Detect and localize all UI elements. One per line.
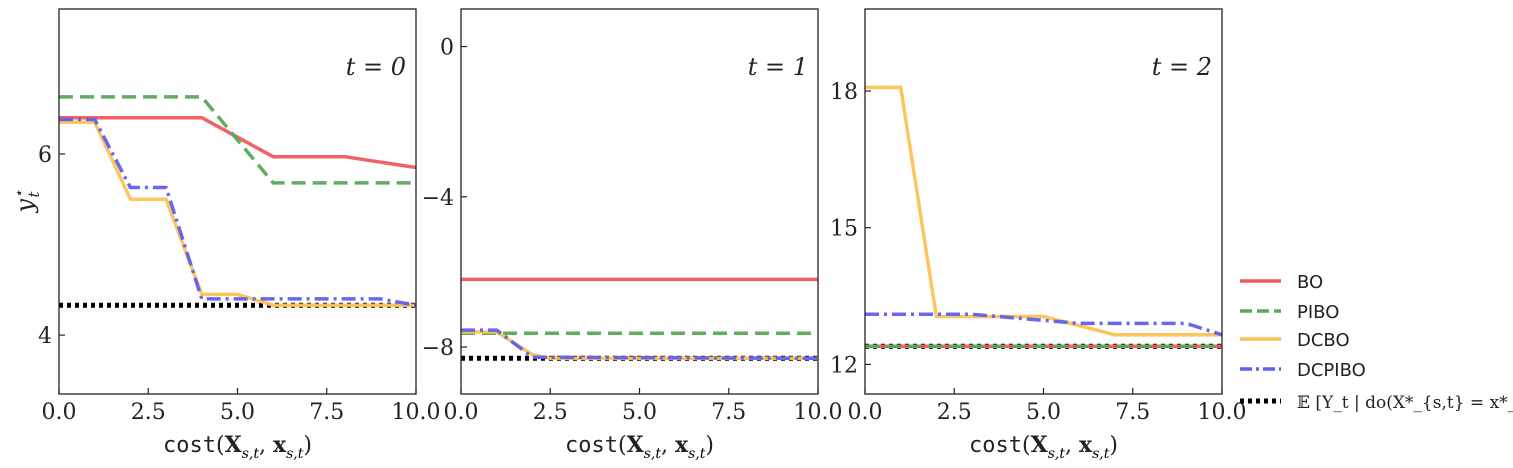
series-group <box>59 95 416 308</box>
legend-label: 𝔼 [Y_t | do(X*_{s,t} = x*_{s,t})] <box>1297 393 1513 413</box>
y-tick-label: 15 <box>830 217 858 242</box>
x-tick-label: 2.5 <box>937 400 972 425</box>
y-tick-label: −4 <box>422 186 454 211</box>
legend-label: DCPIBO <box>1297 360 1366 381</box>
x-tick-label: 10.0 <box>1198 400 1247 425</box>
x-tick-label: 2.5 <box>131 400 166 425</box>
series-line-dcbo <box>865 85 1222 337</box>
x-tick-label: 5.0 <box>220 400 255 425</box>
y-tick-label: 12 <box>830 353 858 378</box>
x-tick-label: 0.0 <box>848 400 883 425</box>
y-tick-label: 4 <box>38 324 52 349</box>
subplot-0: 0.0 2.5 5.0 7.5 10.0 4 6 cost(Xs,t​, xs,t​) t = … <box>38 8 441 462</box>
legend-label: DCBO <box>1297 330 1350 351</box>
x-tick-label: 10.0 <box>392 400 441 425</box>
x-tick-label: 7.5 <box>711 400 746 425</box>
x-tick-label: 7.5 <box>309 400 344 425</box>
series-line-dcbo <box>59 120 416 307</box>
x-tick-label: 0.0 <box>42 400 77 425</box>
subplot-1: 0.0 2.5 5.0 7.5 10.0 0 −4 −8 cost(Xs,t​, xs,t​) t… <box>422 8 843 462</box>
subplot-2: 0.0 2.5 5.0 7.5 10.0 12 15 18 cost(Xs,t​, xs,t​)… <box>830 8 1247 462</box>
x-tick-label: 5.0 <box>1026 400 1061 425</box>
legend-label: PIBO <box>1297 302 1339 323</box>
series-line-dcbo <box>461 330 818 361</box>
time-annotation: t = 1 <box>748 53 808 81</box>
y-axis-label: y⋆t <box>10 190 43 214</box>
series-group <box>461 277 818 361</box>
x-axis-label: cost(Xs,t​, xs,t​) <box>163 432 312 462</box>
legend-label: BO <box>1297 272 1323 293</box>
series-line-dcpibo <box>865 312 1222 337</box>
series-line-dcpibo <box>59 117 416 307</box>
x-tick-label: 10.0 <box>794 400 843 425</box>
x-axis-label: cost(Xs,t​, xs,t​) <box>565 432 714 462</box>
time-annotation: t = 0 <box>346 53 406 81</box>
time-annotation: t = 2 <box>1152 53 1212 81</box>
legend: BO PIBO DCBO DCPIBO 𝔼 [Y_t | do(X*_{s,t} = x… <box>1240 272 1513 413</box>
x-tick-label: 7.5 <box>1115 400 1150 425</box>
series-line-dcpibo <box>461 328 818 361</box>
y-tick-label: −8 <box>422 336 454 361</box>
y-tick-label: 18 <box>830 80 858 105</box>
y-tick-label: 6 <box>38 143 52 168</box>
x-tick-label: 0.0 <box>444 400 479 425</box>
x-axis-label: cost(Xs,t​, xs,t​) <box>969 432 1118 462</box>
y-tick-label: 0 <box>440 36 454 61</box>
x-tick-label: 2.5 <box>533 400 568 425</box>
x-tick-label: 5.0 <box>622 400 657 425</box>
series-group <box>865 85 1222 349</box>
series-line-pibo <box>59 95 416 185</box>
series-line-bo <box>59 115 416 170</box>
